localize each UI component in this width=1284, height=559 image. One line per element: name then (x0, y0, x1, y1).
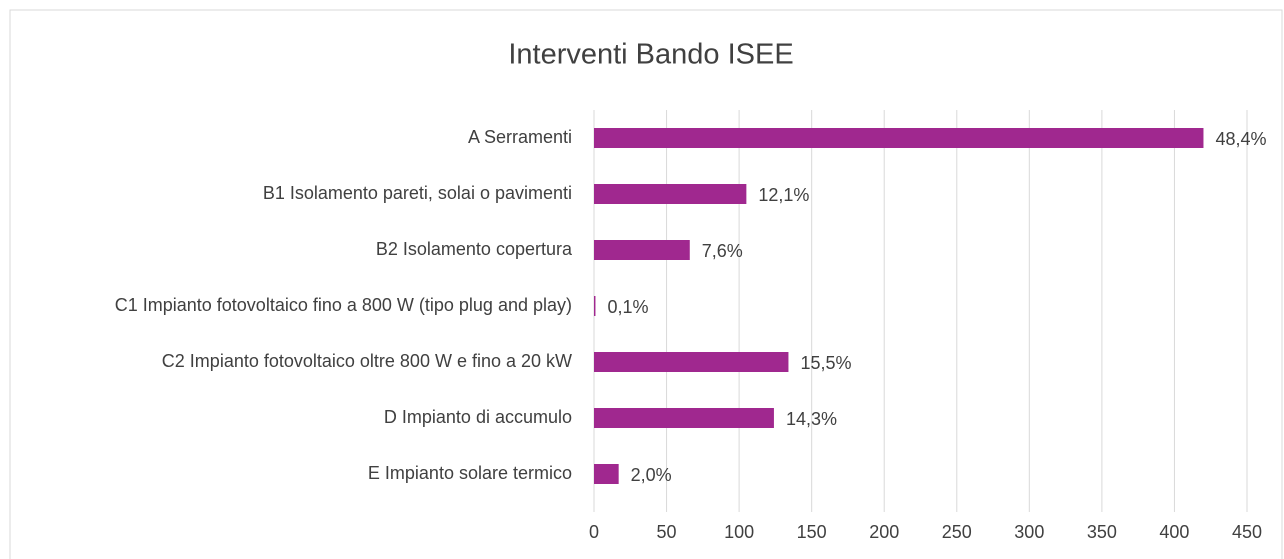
data-label: 15,5% (800, 353, 851, 373)
y-tick-label: C2 Impianto fotovoltaico oltre 800 W e f… (162, 351, 572, 371)
y-tick-label: C1 Impianto fotovoltaico fino a 800 W (t… (115, 295, 572, 315)
data-label: 7,6% (702, 241, 743, 261)
data-label: 0,1% (607, 297, 648, 317)
x-tick-label: 0 (589, 522, 599, 542)
y-tick-label: E Impianto solare termico (368, 463, 572, 483)
x-tick-label: 50 (657, 522, 677, 542)
x-tick-label: 350 (1087, 522, 1117, 542)
chart-title: Interventi Bando ISEE (508, 39, 793, 71)
y-tick-label: B1 Isolamento pareti, solai o pavimenti (263, 183, 572, 203)
bar (594, 184, 747, 204)
data-label: 48,4% (1215, 129, 1266, 149)
bar (594, 240, 690, 260)
bar (594, 408, 774, 428)
bar (594, 464, 619, 484)
bar (594, 352, 789, 372)
x-tick-label: 450 (1232, 522, 1262, 542)
x-tick-label: 100 (724, 522, 754, 542)
x-tick-label: 400 (1159, 522, 1189, 542)
x-tick-label: 200 (869, 522, 899, 542)
data-label: 12,1% (758, 185, 809, 205)
x-tick-label: 300 (1014, 522, 1044, 542)
data-label: 2,0% (631, 465, 672, 485)
chart-border (9, 9, 1283, 559)
x-tick-label: 150 (797, 522, 827, 542)
y-tick-label: D Impianto di accumulo (384, 407, 572, 427)
data-label: 14,3% (786, 409, 837, 429)
bar (594, 296, 596, 316)
x-tick-label: 250 (942, 522, 972, 542)
y-tick-label: B2 Isolamento copertura (376, 239, 573, 259)
y-tick-label: A Serramenti (468, 127, 572, 147)
bar (594, 128, 1204, 148)
